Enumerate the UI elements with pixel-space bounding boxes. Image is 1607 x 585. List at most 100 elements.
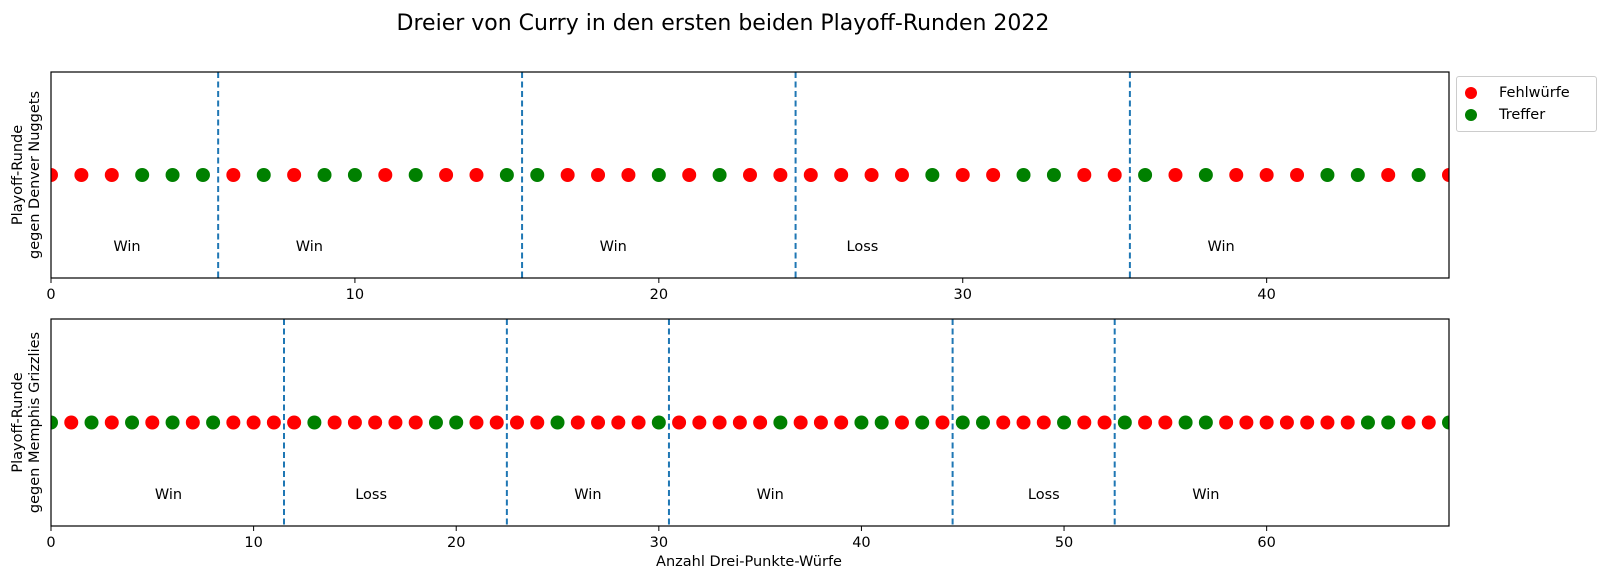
missed-shot-point <box>287 168 302 182</box>
x-tick-label: 0 <box>46 535 55 551</box>
missed-shot-point <box>1229 168 1244 182</box>
missed-shot-point <box>986 168 1001 182</box>
made-shot-point <box>955 415 970 430</box>
missed-shot-point <box>1290 168 1305 182</box>
missed-shot-point <box>388 415 403 430</box>
missed-shot-point <box>1340 415 1355 430</box>
x-tick-label: 20 <box>650 287 668 303</box>
game-result-label: Win <box>600 239 627 255</box>
axes-frame <box>50 71 1450 279</box>
missed-shot-point <box>803 168 818 182</box>
missed-shot-point <box>955 168 970 182</box>
missed-shot-point <box>1259 168 1274 182</box>
missed-shot-point <box>834 168 849 182</box>
x-tick-label: 10 <box>244 535 262 551</box>
made-shot-point <box>1178 415 1193 430</box>
game-result-label: Win <box>574 487 601 503</box>
x-tick-label: 40 <box>852 535 870 551</box>
missed-shot-point <box>1300 415 1315 430</box>
made-shot-point <box>773 415 788 430</box>
missed-shot-point <box>793 415 808 430</box>
missed-shot-point <box>894 415 909 430</box>
missed-shot-point <box>813 415 828 430</box>
made-shot-point <box>51 415 58 430</box>
game-result-label: Win <box>1207 239 1234 255</box>
y-axis-label: Playoff-Rundegegen Denver Nuggets <box>10 91 43 259</box>
made-shot-point <box>84 415 99 430</box>
made-shot-point <box>347 168 362 182</box>
missed-shot-point <box>246 415 261 430</box>
missed-shot-point <box>408 415 423 430</box>
made-shot-point <box>854 415 869 430</box>
missed-shot-point <box>378 168 393 182</box>
missed-shot-point <box>1158 415 1173 430</box>
plot-area <box>51 72 1449 278</box>
missed-shot-point <box>1279 415 1294 430</box>
made-shot-point <box>1320 168 1335 182</box>
x-tick-label: 50 <box>1055 535 1073 551</box>
missed-shot-point <box>1421 415 1436 430</box>
missed-shot-point <box>64 415 79 430</box>
missed-shot-point <box>266 415 281 430</box>
missed-shot-point <box>570 415 585 430</box>
game-result-label: Loss <box>1028 487 1060 503</box>
made-shot-point <box>256 168 271 182</box>
missed-shot-point <box>489 415 504 430</box>
made-shot-point <box>550 415 565 430</box>
missed-shot-point <box>74 168 89 182</box>
missed-shot-point <box>469 415 484 430</box>
missed-shot-point <box>1442 168 1449 182</box>
made-shot-point <box>1016 168 1031 182</box>
missed-shot-point <box>368 415 383 430</box>
made-shot-point <box>1117 415 1132 430</box>
missed-shot-point <box>894 168 909 182</box>
missed-shot-point <box>145 415 160 430</box>
missed-shot-point <box>1097 415 1112 430</box>
chart-title: Dreier von Curry in den ersten beiden Pl… <box>397 11 1050 36</box>
made-shot-point <box>307 415 322 430</box>
missed-shot-point <box>631 415 646 430</box>
made-shot-point <box>712 168 727 182</box>
missed-shot-point <box>672 415 687 430</box>
x-tick-label: 0 <box>46 287 55 303</box>
missed-shot-point <box>1259 415 1274 430</box>
made-shot-point <box>925 168 940 182</box>
missed-shot-point <box>1239 415 1254 430</box>
legend-marker-misses <box>1465 87 1477 99</box>
made-shot-point <box>1138 168 1153 182</box>
x-tick-label: 60 <box>1257 535 1275 551</box>
missed-shot-point <box>1077 415 1092 430</box>
made-shot-point <box>530 168 545 182</box>
made-shot-point <box>195 168 210 182</box>
missed-shot-point <box>226 415 241 430</box>
missed-shot-point <box>469 168 484 182</box>
missed-shot-point <box>347 415 362 430</box>
plot-area <box>51 319 1449 526</box>
missed-shot-point <box>591 415 606 430</box>
x-tick-label: 40 <box>1257 287 1275 303</box>
missed-shot-point <box>1107 168 1122 182</box>
missed-shot-point <box>439 168 454 182</box>
missed-shot-point <box>1077 168 1092 182</box>
missed-shot-point <box>226 168 241 182</box>
x-tick-label: 30 <box>650 535 668 551</box>
axes-frame <box>50 318 1450 527</box>
made-shot-point <box>449 415 464 430</box>
game-result-label: Win <box>155 487 182 503</box>
missed-shot-point <box>621 168 636 182</box>
missed-shot-point <box>712 415 727 430</box>
missed-shot-point <box>51 168 58 182</box>
missed-shot-point <box>104 415 119 430</box>
missed-shot-point <box>327 415 342 430</box>
missed-shot-point <box>611 415 626 430</box>
missed-shot-point <box>864 168 879 182</box>
missed-shot-point <box>834 415 849 430</box>
made-shot-point <box>499 168 514 182</box>
made-shot-point <box>651 168 666 182</box>
legend-marker-hits <box>1465 109 1477 121</box>
made-shot-point <box>1046 168 1061 182</box>
made-shot-point <box>125 415 140 430</box>
missed-shot-point <box>287 415 302 430</box>
legend-item-misses: Fehlwürfe <box>1465 83 1570 103</box>
